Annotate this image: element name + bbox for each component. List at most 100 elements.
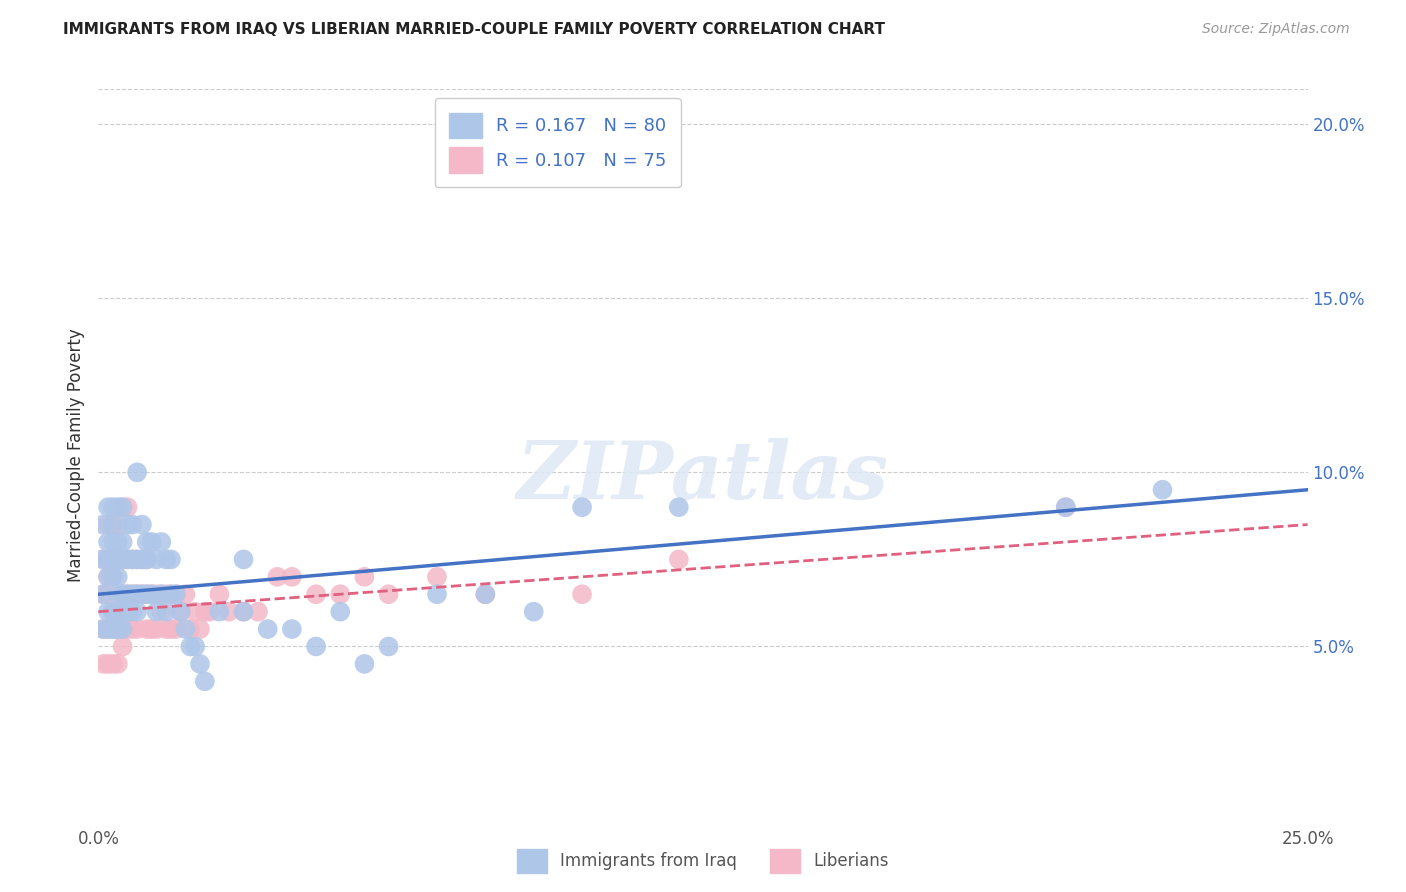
Point bbox=[111, 605, 134, 619]
Point bbox=[169, 605, 191, 619]
Point bbox=[165, 587, 187, 601]
Point bbox=[571, 587, 593, 601]
Point bbox=[174, 587, 197, 601]
Point bbox=[107, 622, 129, 636]
Point bbox=[141, 622, 163, 636]
Point bbox=[160, 622, 183, 636]
Point bbox=[571, 500, 593, 515]
Point bbox=[155, 605, 177, 619]
Point bbox=[131, 587, 153, 601]
Point bbox=[101, 657, 124, 671]
Point bbox=[117, 552, 139, 566]
Point bbox=[107, 605, 129, 619]
Point bbox=[117, 587, 139, 601]
Point bbox=[97, 622, 120, 636]
Point bbox=[135, 622, 157, 636]
Point bbox=[117, 622, 139, 636]
Point bbox=[117, 517, 139, 532]
Point bbox=[97, 570, 120, 584]
Text: IMMIGRANTS FROM IRAQ VS LIBERIAN MARRIED-COUPLE FAMILY POVERTY CORRELATION CHART: IMMIGRANTS FROM IRAQ VS LIBERIAN MARRIED… bbox=[63, 22, 886, 37]
Point bbox=[232, 605, 254, 619]
Point bbox=[107, 535, 129, 549]
Point bbox=[668, 552, 690, 566]
Point bbox=[101, 500, 124, 515]
Point bbox=[97, 657, 120, 671]
Point bbox=[155, 552, 177, 566]
Point bbox=[127, 587, 149, 601]
Y-axis label: Married-Couple Family Poverty: Married-Couple Family Poverty bbox=[66, 328, 84, 582]
Point bbox=[117, 587, 139, 601]
Point bbox=[135, 552, 157, 566]
Point bbox=[101, 570, 124, 584]
Point bbox=[121, 605, 143, 619]
Point bbox=[329, 605, 352, 619]
Point bbox=[198, 605, 221, 619]
Point bbox=[426, 587, 449, 601]
Point bbox=[426, 570, 449, 584]
Point bbox=[101, 552, 124, 566]
Point bbox=[150, 535, 173, 549]
Point bbox=[91, 587, 114, 601]
Point bbox=[121, 552, 143, 566]
Point bbox=[474, 587, 496, 601]
Point bbox=[101, 570, 124, 584]
Point bbox=[91, 552, 114, 566]
Point bbox=[165, 622, 187, 636]
Point bbox=[127, 622, 149, 636]
Point bbox=[97, 587, 120, 601]
Point bbox=[232, 552, 254, 566]
Point bbox=[107, 570, 129, 584]
Point bbox=[1054, 500, 1077, 515]
Point bbox=[150, 605, 173, 619]
Point bbox=[281, 570, 304, 584]
Point bbox=[117, 605, 139, 619]
Point bbox=[184, 605, 207, 619]
Legend: Immigrants from Iraq, Liberians: Immigrants from Iraq, Liberians bbox=[510, 842, 896, 880]
Point bbox=[523, 605, 546, 619]
Point bbox=[131, 552, 153, 566]
Point bbox=[107, 622, 129, 636]
Point bbox=[101, 605, 124, 619]
Point bbox=[91, 517, 114, 532]
Point bbox=[329, 587, 352, 601]
Point bbox=[101, 535, 124, 549]
Point bbox=[101, 622, 124, 636]
Point bbox=[111, 587, 134, 601]
Point bbox=[145, 622, 167, 636]
Point bbox=[135, 552, 157, 566]
Point bbox=[111, 622, 134, 636]
Point bbox=[668, 500, 690, 515]
Point bbox=[111, 552, 134, 566]
Point bbox=[179, 640, 201, 654]
Point bbox=[353, 570, 375, 584]
Point bbox=[145, 552, 167, 566]
Point bbox=[160, 587, 183, 601]
Point bbox=[111, 622, 134, 636]
Text: Source: ZipAtlas.com: Source: ZipAtlas.com bbox=[1202, 22, 1350, 37]
Point bbox=[121, 622, 143, 636]
Point bbox=[111, 500, 134, 515]
Point bbox=[101, 605, 124, 619]
Point bbox=[135, 587, 157, 601]
Point bbox=[305, 640, 328, 654]
Point bbox=[91, 622, 114, 636]
Point bbox=[107, 587, 129, 601]
Point bbox=[1152, 483, 1174, 497]
Point bbox=[131, 517, 153, 532]
Point bbox=[117, 500, 139, 515]
Point bbox=[97, 535, 120, 549]
Point bbox=[145, 587, 167, 601]
Point bbox=[266, 570, 288, 584]
Point bbox=[107, 657, 129, 671]
Point bbox=[160, 552, 183, 566]
Point bbox=[127, 552, 149, 566]
Point bbox=[91, 552, 114, 566]
Point bbox=[208, 587, 231, 601]
Point bbox=[97, 622, 120, 636]
Point bbox=[101, 517, 124, 532]
Point bbox=[218, 605, 240, 619]
Point bbox=[121, 587, 143, 601]
Point bbox=[281, 622, 304, 636]
Text: ZIPatlas: ZIPatlas bbox=[517, 438, 889, 516]
Point bbox=[107, 552, 129, 566]
